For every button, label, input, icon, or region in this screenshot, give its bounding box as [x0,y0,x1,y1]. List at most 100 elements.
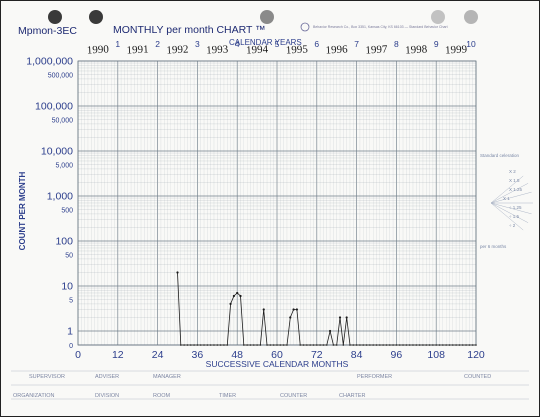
footer-field-label: DIVISION [95,393,119,399]
data-point [438,344,441,346]
data-point [445,344,447,346]
footer-field-label: ORGANIZATION [13,393,54,399]
footer-field-label: SUPERVISOR [29,374,65,380]
y-tick-label: 0 [69,343,73,350]
sheet-marker: 3 [195,39,200,49]
data-point [349,344,351,346]
celeration-fan-line [490,202,529,223]
data-point [229,302,232,306]
data-point [309,344,311,346]
data-point [345,316,348,319]
x-tick-label: 72 [311,349,323,361]
data-point [388,344,391,346]
data-point [256,344,258,346]
footer-field-label: COUNTED [464,374,491,380]
y-tick-label: 5,000 [55,163,73,170]
publisher-logo-icon [300,22,310,32]
binder-hole-icon [260,10,274,24]
data-point [468,344,471,346]
celeration-fan-line [490,202,524,231]
chart-grid [77,60,477,346]
sheet-marker: 10 [466,39,476,49]
data-point [328,329,332,333]
data-point [302,344,305,346]
data-point [448,344,451,346]
data-point [442,344,444,346]
y-tick-label: 500 [61,208,73,215]
celeration-fan-footer: per 6 months [480,244,507,249]
data-point [319,344,321,346]
celeration-fan-label: X 1.25 [509,187,523,192]
data-point [392,344,394,346]
data-point [193,344,195,346]
binder-hole-icon [48,10,62,24]
calendar-years-label: CALENDAR YEARS [229,38,302,47]
x-tick-label: 24 [152,349,164,361]
data-point [203,344,205,346]
footer-field-label: ADVISER [95,374,119,380]
data-point [295,308,298,311]
data-point [312,344,315,346]
data-point [252,344,255,346]
data-point [262,308,265,311]
y-tick-label: 50 [65,253,73,260]
data-point [382,344,384,346]
data-point [196,344,199,346]
data-point [412,344,414,346]
data-point [249,344,252,346]
data-point [180,344,182,346]
data-point [292,308,295,311]
data-point [455,344,457,346]
footer-field-label: CHARTER [339,393,366,399]
data-point [306,344,308,346]
binder-hole-icon [89,10,103,24]
celeration-fan-title: Standard celeration [480,153,520,158]
data-point [206,344,209,346]
data-point [239,294,242,298]
data-point [471,344,474,346]
y-tick-label: 1 [67,326,73,338]
x-tick-label: 60 [271,349,283,361]
data-point [342,344,345,346]
data-point [259,344,262,346]
sheet-marker: 6 [314,39,319,49]
data-point [422,344,424,346]
celeration-fan: Standard celeration per 6 months X 2 X 1.… [480,153,533,249]
footer-field-label: PERFORMER [357,374,392,380]
sheet-marker: 9 [434,39,439,49]
handwritten-year: 1999 [445,43,468,56]
data-point [432,344,434,346]
y-tick-label: 100 [55,236,73,248]
handwritten-year: 1997 [365,43,388,56]
data-point [425,344,428,346]
data-point [219,344,222,346]
celeration-fan-label: ÷ 2 [509,223,516,228]
data-point [186,344,189,346]
handwritten-year: 1998 [405,43,428,56]
x-tick-label: 36 [192,349,204,361]
x-tick-label: 48 [231,349,243,361]
data-point [475,344,477,346]
data-point [209,344,212,346]
data-point [355,344,358,346]
sheet-marker: 4 [235,39,240,49]
celeration-fan-label: X 1 [503,196,510,201]
data-point [282,344,285,346]
y-axis-label: COUNT PER MONTH [18,171,27,250]
x-axis-label: SUCCESSIVE CALENDAR MONTHS [206,359,349,369]
sheet-marker: 5 [275,39,280,49]
footer-field-label: TIMER [219,393,236,399]
data-point [408,344,411,346]
data-point [465,344,467,346]
binder-hole-icon [464,10,478,24]
data-point [332,344,335,346]
data-point [325,344,328,346]
data-point [232,294,235,298]
data-point [183,344,185,346]
data-point [398,344,401,346]
x-tick-label: 0 [75,349,81,361]
data-point [451,344,454,346]
data-point [461,344,464,346]
data-point [375,344,378,346]
